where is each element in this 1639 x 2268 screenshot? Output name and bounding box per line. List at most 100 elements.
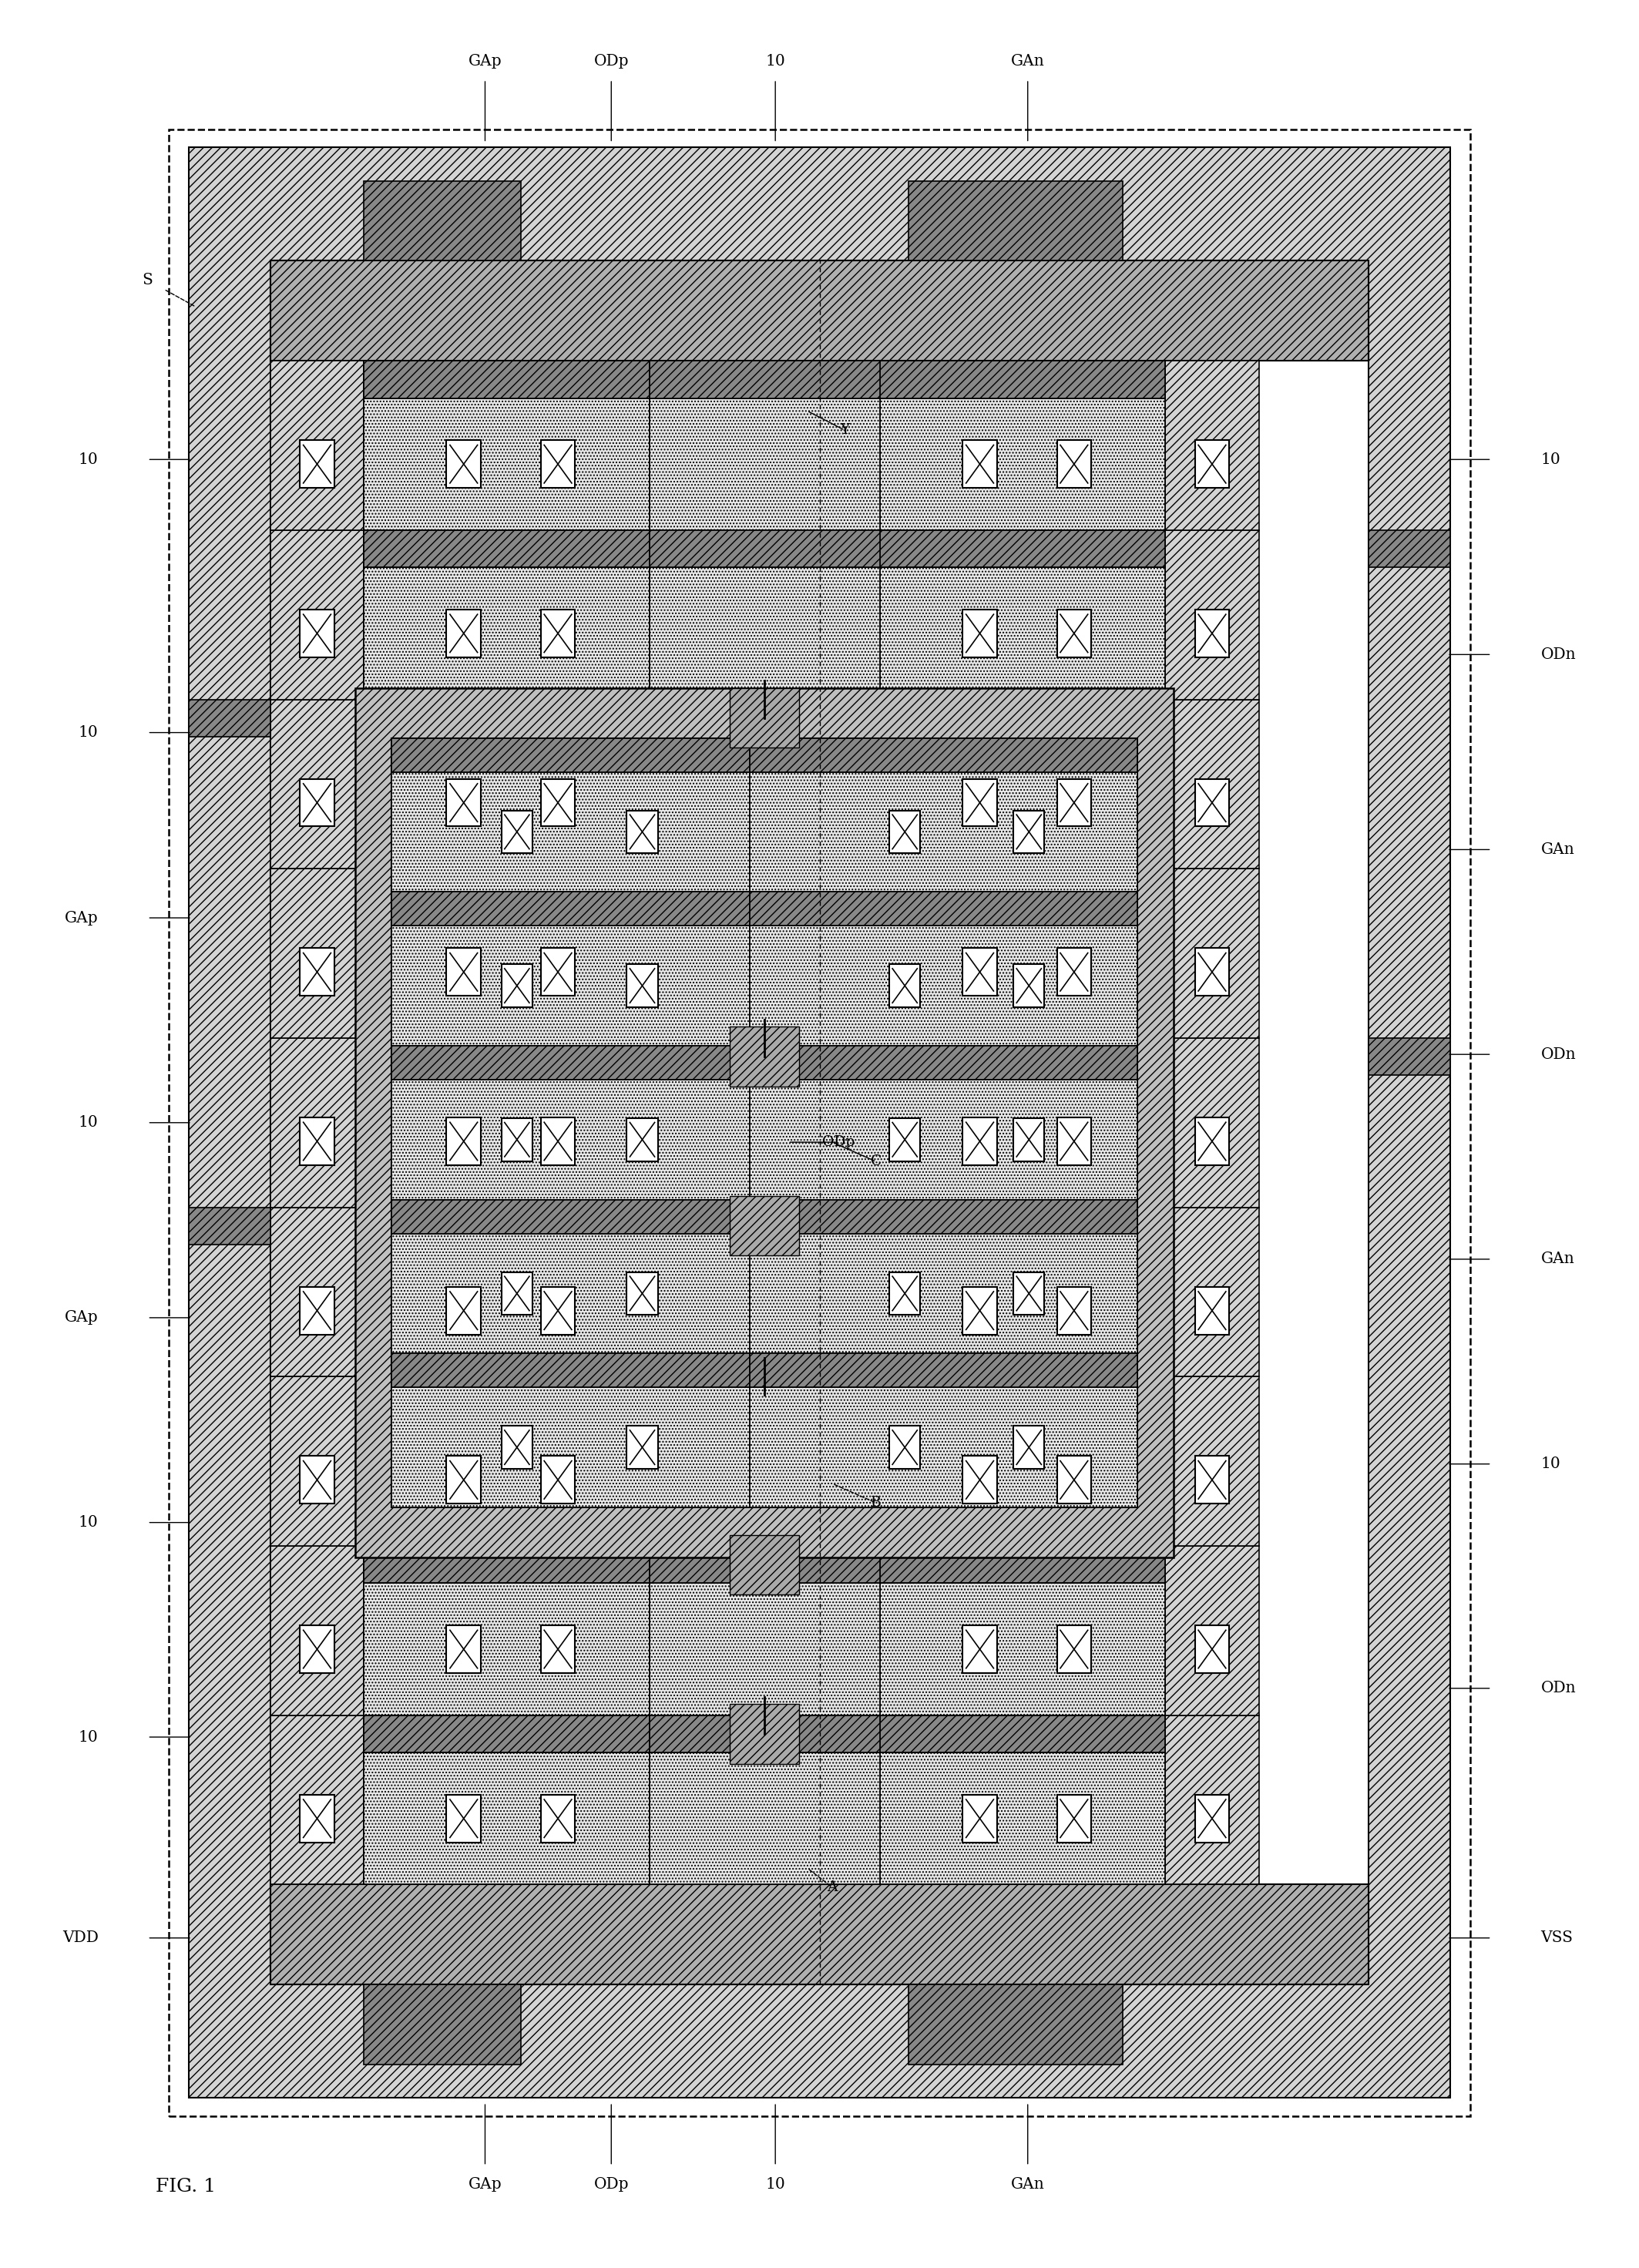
Bar bbox=[446, 440, 480, 488]
Bar bbox=[188, 1207, 270, 1245]
Bar bbox=[270, 261, 1369, 361]
Bar bbox=[446, 1456, 480, 1504]
Text: A: A bbox=[828, 1880, 838, 1894]
Bar bbox=[392, 1388, 749, 1508]
Bar bbox=[1013, 1427, 1044, 1470]
Bar bbox=[541, 1626, 575, 1674]
Bar bbox=[880, 1753, 1165, 1885]
Bar bbox=[649, 1715, 880, 1753]
Bar bbox=[541, 1286, 575, 1334]
Bar bbox=[649, 1075, 880, 1207]
Bar bbox=[392, 1046, 749, 1080]
Bar bbox=[446, 1794, 480, 1842]
Bar bbox=[962, 610, 997, 658]
Bar bbox=[1195, 1456, 1229, 1504]
Bar bbox=[300, 1118, 334, 1166]
Bar bbox=[270, 1207, 364, 1377]
Bar bbox=[649, 905, 880, 1039]
Bar bbox=[729, 1535, 800, 1594]
Bar bbox=[649, 737, 880, 869]
Bar bbox=[962, 1626, 997, 1674]
Bar bbox=[270, 1885, 1369, 1984]
Bar bbox=[880, 905, 1165, 1039]
Bar bbox=[1195, 610, 1229, 658]
Bar bbox=[1165, 1715, 1259, 1885]
Bar bbox=[300, 1286, 334, 1334]
Bar bbox=[1195, 778, 1229, 826]
Bar bbox=[364, 737, 649, 869]
Bar bbox=[880, 399, 1165, 531]
Bar bbox=[1165, 531, 1259, 699]
Text: 10: 10 bbox=[79, 726, 98, 739]
Bar bbox=[880, 361, 1165, 399]
Bar bbox=[300, 440, 334, 488]
Bar bbox=[649, 567, 880, 699]
Bar bbox=[364, 567, 649, 699]
Text: 10: 10 bbox=[1541, 451, 1560, 467]
Bar bbox=[649, 399, 880, 531]
Bar bbox=[1165, 361, 1259, 531]
Bar bbox=[749, 1046, 1137, 1080]
Bar bbox=[1369, 1039, 1451, 1075]
Text: GAn: GAn bbox=[1011, 54, 1044, 68]
Bar bbox=[1165, 1039, 1259, 1207]
Bar bbox=[364, 699, 649, 737]
Bar bbox=[169, 129, 1470, 2116]
Bar bbox=[890, 1272, 921, 1315]
Bar bbox=[270, 1547, 364, 1715]
Text: S: S bbox=[141, 272, 152, 288]
Bar bbox=[364, 181, 521, 261]
Bar bbox=[1057, 610, 1092, 658]
Bar bbox=[1195, 948, 1229, 996]
Bar bbox=[729, 1027, 800, 1086]
Bar bbox=[749, 925, 1137, 1046]
Bar bbox=[649, 869, 880, 905]
Text: 10: 10 bbox=[79, 451, 98, 467]
Bar bbox=[1195, 440, 1229, 488]
Bar bbox=[364, 1245, 649, 1377]
Bar bbox=[649, 1547, 880, 1583]
Bar bbox=[729, 687, 800, 748]
Bar bbox=[649, 1583, 880, 1715]
Bar bbox=[649, 361, 880, 399]
Bar bbox=[649, 1753, 880, 1885]
Bar bbox=[392, 891, 749, 925]
Bar bbox=[1057, 948, 1092, 996]
Bar bbox=[962, 948, 997, 996]
Bar bbox=[364, 1715, 649, 1753]
Bar bbox=[880, 1547, 1165, 1583]
Bar bbox=[188, 699, 270, 737]
Bar bbox=[300, 778, 334, 826]
Bar bbox=[729, 1195, 800, 1256]
Bar bbox=[1165, 699, 1259, 869]
Bar bbox=[270, 531, 364, 699]
Bar bbox=[880, 699, 1165, 737]
Bar bbox=[364, 1984, 521, 2064]
Bar bbox=[300, 948, 334, 996]
Bar bbox=[392, 1234, 749, 1354]
Bar bbox=[270, 261, 1369, 1984]
Text: C: C bbox=[870, 1154, 882, 1168]
Bar bbox=[1057, 1286, 1092, 1334]
Bar bbox=[749, 1388, 1137, 1508]
Bar bbox=[364, 1207, 649, 1245]
Bar bbox=[749, 1354, 1137, 1388]
Text: ODp: ODp bbox=[593, 54, 629, 68]
Bar bbox=[749, 1200, 1137, 1234]
Bar bbox=[626, 964, 657, 1007]
Text: GAp: GAp bbox=[64, 909, 98, 925]
Bar bbox=[364, 399, 649, 531]
Bar bbox=[270, 1715, 364, 1885]
Bar bbox=[880, 1377, 1165, 1413]
Bar bbox=[392, 925, 749, 1046]
Bar bbox=[1165, 1377, 1259, 1547]
Bar bbox=[364, 361, 649, 399]
Bar bbox=[300, 1456, 334, 1504]
Bar bbox=[649, 1039, 880, 1075]
Bar bbox=[364, 1039, 649, 1075]
Bar bbox=[541, 1456, 575, 1504]
Bar bbox=[541, 948, 575, 996]
Bar bbox=[502, 964, 533, 1007]
Bar bbox=[541, 610, 575, 658]
Bar bbox=[364, 1547, 649, 1583]
